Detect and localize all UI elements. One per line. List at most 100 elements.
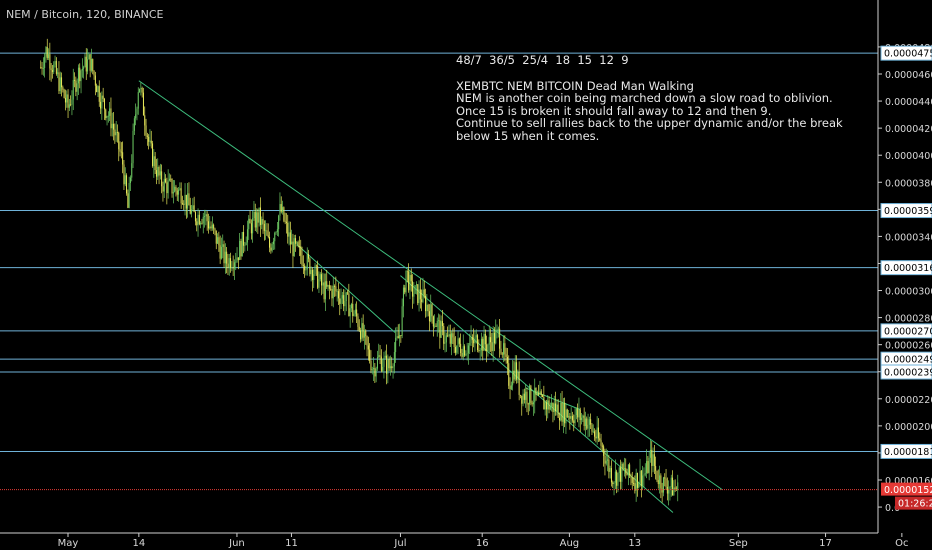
candle	[109, 102, 111, 121]
time-axis[interactable]: May 14 Jun 11 Jul 16 Aug 13 Sep 17 Oc	[0, 532, 909, 550]
candle-body	[405, 270, 407, 293]
candle-body	[272, 241, 274, 245]
candle	[513, 360, 515, 384]
candle-body	[262, 219, 264, 224]
candle-body	[392, 366, 394, 369]
price-tick-label: 0.00003800	[885, 178, 932, 189]
candle	[144, 106, 146, 136]
candle	[391, 357, 393, 373]
candle-body	[81, 68, 83, 71]
countdown-box	[895, 496, 932, 510]
candle-body	[313, 274, 315, 280]
candle-body	[603, 446, 605, 456]
candle	[348, 283, 350, 317]
candle	[71, 90, 73, 116]
candle	[330, 285, 332, 291]
candle	[406, 270, 408, 283]
candle-body	[630, 475, 632, 478]
candle	[352, 296, 354, 323]
candle	[653, 445, 655, 474]
candle	[600, 433, 602, 451]
price-tick-label: 0.00002200	[885, 395, 932, 406]
candle	[170, 174, 172, 182]
candle	[483, 325, 485, 351]
candle-body	[657, 480, 659, 485]
candle	[448, 324, 450, 338]
candle-body	[361, 323, 363, 340]
level-label: 0.00003169	[880, 260, 932, 276]
candle-body	[543, 396, 545, 410]
candle	[54, 55, 56, 68]
candle	[336, 288, 338, 302]
candle	[471, 334, 473, 353]
price-tick-label: 0.00003000	[885, 287, 932, 298]
chart-title: NEM / Bitcoin, 120, BINANCE	[6, 8, 164, 21]
candle	[453, 327, 455, 354]
candle-body	[570, 415, 572, 419]
candle	[366, 335, 368, 357]
candle	[607, 449, 609, 472]
candle	[232, 255, 234, 277]
candle	[64, 89, 66, 111]
annotation-line: Once 15 is broken it should fall away to…	[456, 103, 772, 118]
candle-body	[406, 270, 408, 272]
candle	[218, 231, 220, 252]
candle	[166, 177, 168, 205]
candle-body	[662, 477, 664, 493]
candle	[547, 395, 549, 419]
candle-body	[400, 335, 402, 336]
candle	[59, 71, 61, 94]
candle-body	[508, 363, 510, 386]
candle-body	[661, 488, 663, 493]
candle-body	[670, 477, 672, 488]
candle-body	[228, 258, 230, 269]
candle	[159, 163, 161, 180]
candle	[530, 384, 532, 406]
candle	[458, 337, 460, 348]
level-label-text: 0.00002493	[884, 355, 932, 366]
candle-body	[595, 436, 597, 439]
candle	[497, 326, 499, 338]
candle-body	[587, 424, 589, 429]
candle-body	[187, 193, 189, 209]
candle	[396, 326, 398, 341]
candle-body	[521, 395, 523, 404]
candle	[461, 348, 463, 359]
candle-body	[673, 487, 675, 496]
trend-line	[296, 244, 396, 333]
candle	[591, 423, 593, 435]
candle-body	[383, 357, 385, 367]
candle	[179, 182, 181, 191]
candle	[436, 317, 438, 337]
candle-body	[77, 67, 79, 84]
candle-body	[236, 257, 238, 262]
candle	[137, 87, 139, 115]
candle-body	[41, 67, 43, 69]
candle-body	[451, 333, 453, 344]
candle	[79, 63, 81, 89]
candle	[363, 324, 365, 350]
candle-body	[224, 251, 226, 264]
candle	[217, 233, 219, 245]
candle	[280, 196, 282, 214]
candle	[295, 234, 297, 252]
candle	[235, 252, 237, 271]
candle	[539, 380, 541, 395]
candle-body	[493, 332, 495, 344]
candle-body	[57, 72, 59, 74]
level-label-text: 0.00003169	[884, 263, 932, 274]
candle	[332, 276, 334, 308]
candle	[626, 468, 628, 476]
candle-body	[253, 211, 255, 219]
candle-body	[376, 357, 378, 369]
candle-body	[340, 298, 342, 304]
candle-body	[610, 468, 612, 483]
candle-body	[627, 464, 629, 476]
candle	[231, 261, 233, 272]
candle-body	[289, 232, 291, 245]
candle-body	[665, 478, 667, 487]
candle	[350, 302, 352, 313]
candle-body	[344, 301, 346, 307]
candle	[287, 214, 289, 244]
